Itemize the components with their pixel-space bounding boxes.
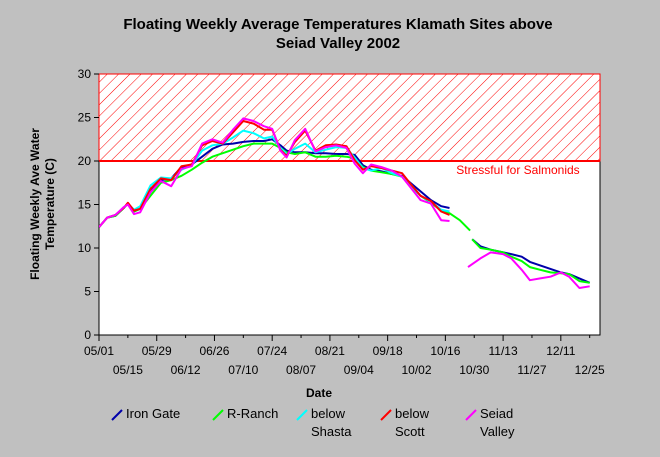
legend-label-below-scott-line2: Scott xyxy=(395,424,425,439)
legend-swatch-iron-gate xyxy=(111,409,123,421)
y-axis-label-line2: Temperature (C) xyxy=(43,158,57,250)
x-axis-label: Date xyxy=(306,386,332,400)
x-tick-label: 10/30 xyxy=(459,363,489,377)
legend-label-below-shasta: below xyxy=(311,406,346,421)
series-lines xyxy=(99,117,591,289)
x-tick-label: 08/07 xyxy=(286,363,316,377)
x-tick-label: 12/25 xyxy=(575,363,605,377)
threshold-label: Stressful for Salmonids xyxy=(456,163,579,177)
series-line-seiad-valley xyxy=(99,117,450,228)
series-line-seiad-valley xyxy=(467,251,590,289)
legend-swatch-seiad-valley xyxy=(465,409,477,421)
legend-label-iron-gate: Iron Gate xyxy=(126,406,180,421)
y-tick-label: 5 xyxy=(84,285,91,299)
y-tick-label: 25 xyxy=(78,111,92,125)
x-tick-label: 10/02 xyxy=(401,363,431,377)
chart-title-line2: Seiad Valley 2002 xyxy=(276,35,400,52)
x-tick-label: 11/13 xyxy=(489,344,518,358)
x-tick-label: 07/24 xyxy=(257,344,287,358)
y-axis: 0 5 10 15 20 25 30 xyxy=(78,67,99,342)
legend-swatch-below-shasta xyxy=(296,409,308,421)
x-tick-label: 07/10 xyxy=(228,363,258,377)
legend-swatch-below-scott xyxy=(380,409,392,421)
legend-label-below-scott: below xyxy=(395,406,430,421)
series-line-below-shasta xyxy=(99,129,450,228)
y-tick-label: 20 xyxy=(78,154,92,168)
legend-swatch-r-ranch xyxy=(212,409,224,421)
legend-label-seiad-valley-line2: Valley xyxy=(480,424,515,439)
legend-label-seiad-valley: Seiad xyxy=(480,406,513,421)
x-tick-label: 12/11 xyxy=(546,344,575,358)
x-tick-label: 05/01 xyxy=(84,344,114,358)
legend: Iron Gate R-Ranch below Shasta below Scott Sei… xyxy=(111,406,515,439)
chart-title-line1: Floating Weekly Average Temperatures Kla… xyxy=(123,16,552,33)
y-tick-label: 10 xyxy=(78,241,92,255)
x-tick-label: 09/18 xyxy=(373,344,403,358)
legend-label-r-ranch: R-Ranch xyxy=(227,406,278,421)
x-tick-label: 09/04 xyxy=(344,363,374,377)
y-tick-label: 0 xyxy=(84,328,91,342)
y-tick-label: 15 xyxy=(78,198,92,212)
x-axis: 05/01 05/29 06/26 07/24 08/21 09/18 10/16 11/13… xyxy=(84,335,605,377)
x-tick-label: 08/21 xyxy=(315,344,345,358)
stress-zone: Stressful for Salmonids xyxy=(98,73,601,177)
stress-zone-hatch xyxy=(98,73,601,162)
x-tick-label: 10/16 xyxy=(430,344,460,358)
x-tick-label: 06/12 xyxy=(171,363,201,377)
series-line-r-ranch xyxy=(471,238,590,284)
legend-label-below-shasta-line2: Shasta xyxy=(311,424,352,439)
x-tick-label: 11/27 xyxy=(517,363,546,377)
x-tick-label: 05/29 xyxy=(142,344,172,358)
x-tick-label: 06/26 xyxy=(199,344,229,358)
y-tick-label: 30 xyxy=(78,67,92,81)
y-axis-label-line1: Floating Weekly Ave Water xyxy=(28,128,42,280)
x-tick-label: 05/15 xyxy=(113,363,143,377)
